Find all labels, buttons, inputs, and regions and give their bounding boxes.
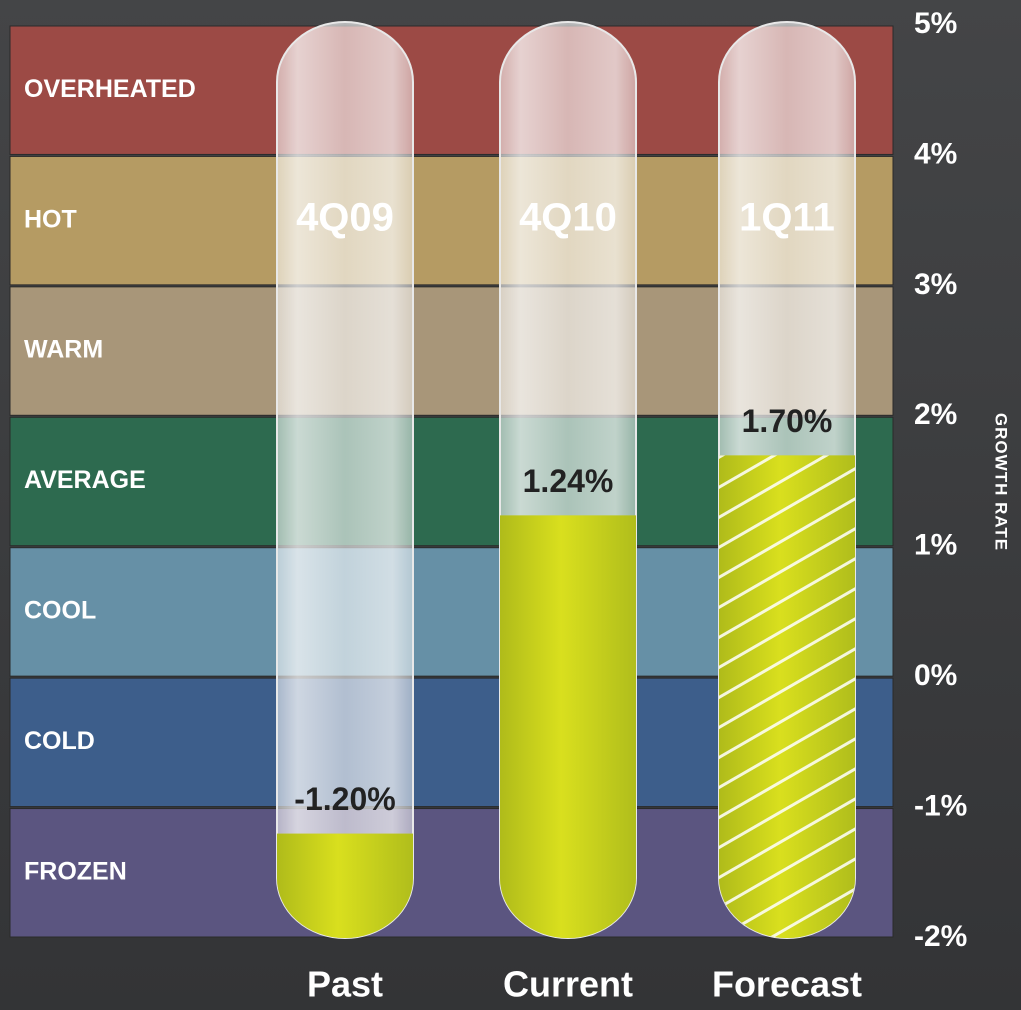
zone-label: COOL [24, 597, 96, 625]
y-axis-label: GROWTH RATE [992, 413, 1011, 551]
page: {"chart_data": {"type": "thermometer", "… [0, 0, 1021, 1010]
y-tick-label: 4% [914, 137, 957, 170]
zone-label: AVERAGE [24, 466, 146, 494]
bar-shade [500, 515, 636, 938]
zone-label: COLD [24, 727, 95, 755]
tube-fill-group [500, 515, 636, 938]
y-tick-label: 1% [914, 529, 957, 562]
tube-fill-group [719, 455, 855, 938]
y-tick-label: 0% [914, 659, 957, 692]
zone-label: HOT [24, 205, 77, 233]
x-tick-label: Current [503, 964, 633, 1005]
forecast-hatch [719, 455, 855, 938]
value-label: -1.20% [294, 781, 395, 817]
x-tick-label: Past [307, 964, 383, 1005]
zone-label: FROZEN [24, 857, 127, 885]
zone-label: WARM [24, 336, 103, 364]
chart: OVERHEATED HOT WARM AVERAGE COOL COLD FROZEN 4… [0, 0, 1021, 1010]
value-label: 1.70% [742, 403, 833, 439]
y-tick-label: 3% [914, 268, 957, 301]
value-label: 1.24% [523, 463, 614, 499]
y-tick-label: -1% [914, 789, 967, 822]
quarter-label: 4Q10 [519, 196, 617, 240]
x-tick-label: Forecast [712, 964, 862, 1005]
quarter-label: 4Q09 [296, 196, 394, 240]
zone-label: OVERHEATED [24, 75, 196, 103]
y-tick-label: 5% [914, 7, 957, 40]
quarter-label: 1Q11 [739, 196, 835, 240]
y-tick-label: -2% [914, 920, 967, 953]
y-tick-label: 2% [914, 398, 957, 431]
